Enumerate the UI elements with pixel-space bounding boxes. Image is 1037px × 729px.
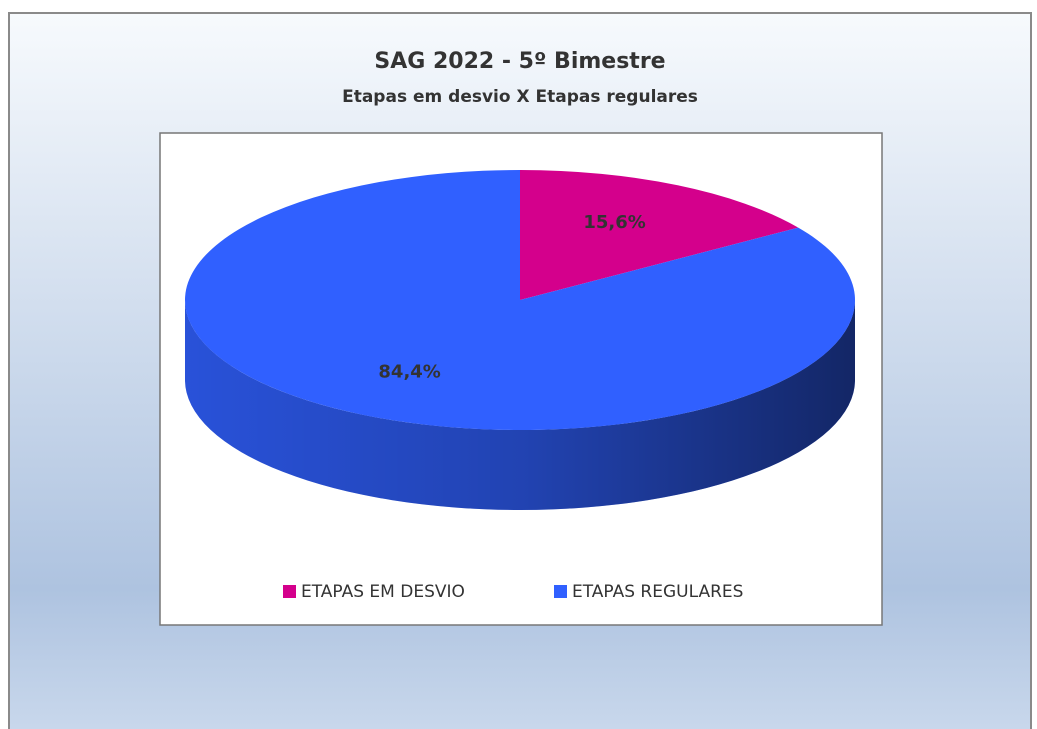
legend-swatch [283,585,296,598]
pie-slice [184,170,855,430]
legend-label: ETAPAS EM DESVIO [301,582,465,602]
legend-label: ETAPAS REGULARES [572,582,743,602]
chart-title: SAG 2022 - 5º Bimestre [374,49,665,74]
data-label: 84,4% [378,361,440,382]
data-label: 15,6% [583,212,645,233]
pie-side-shade [185,300,855,510]
legend-swatch [554,585,567,598]
chart-subtitle: Etapas em desvio X Etapas regulares [342,87,698,107]
pie-slice [520,170,799,300]
